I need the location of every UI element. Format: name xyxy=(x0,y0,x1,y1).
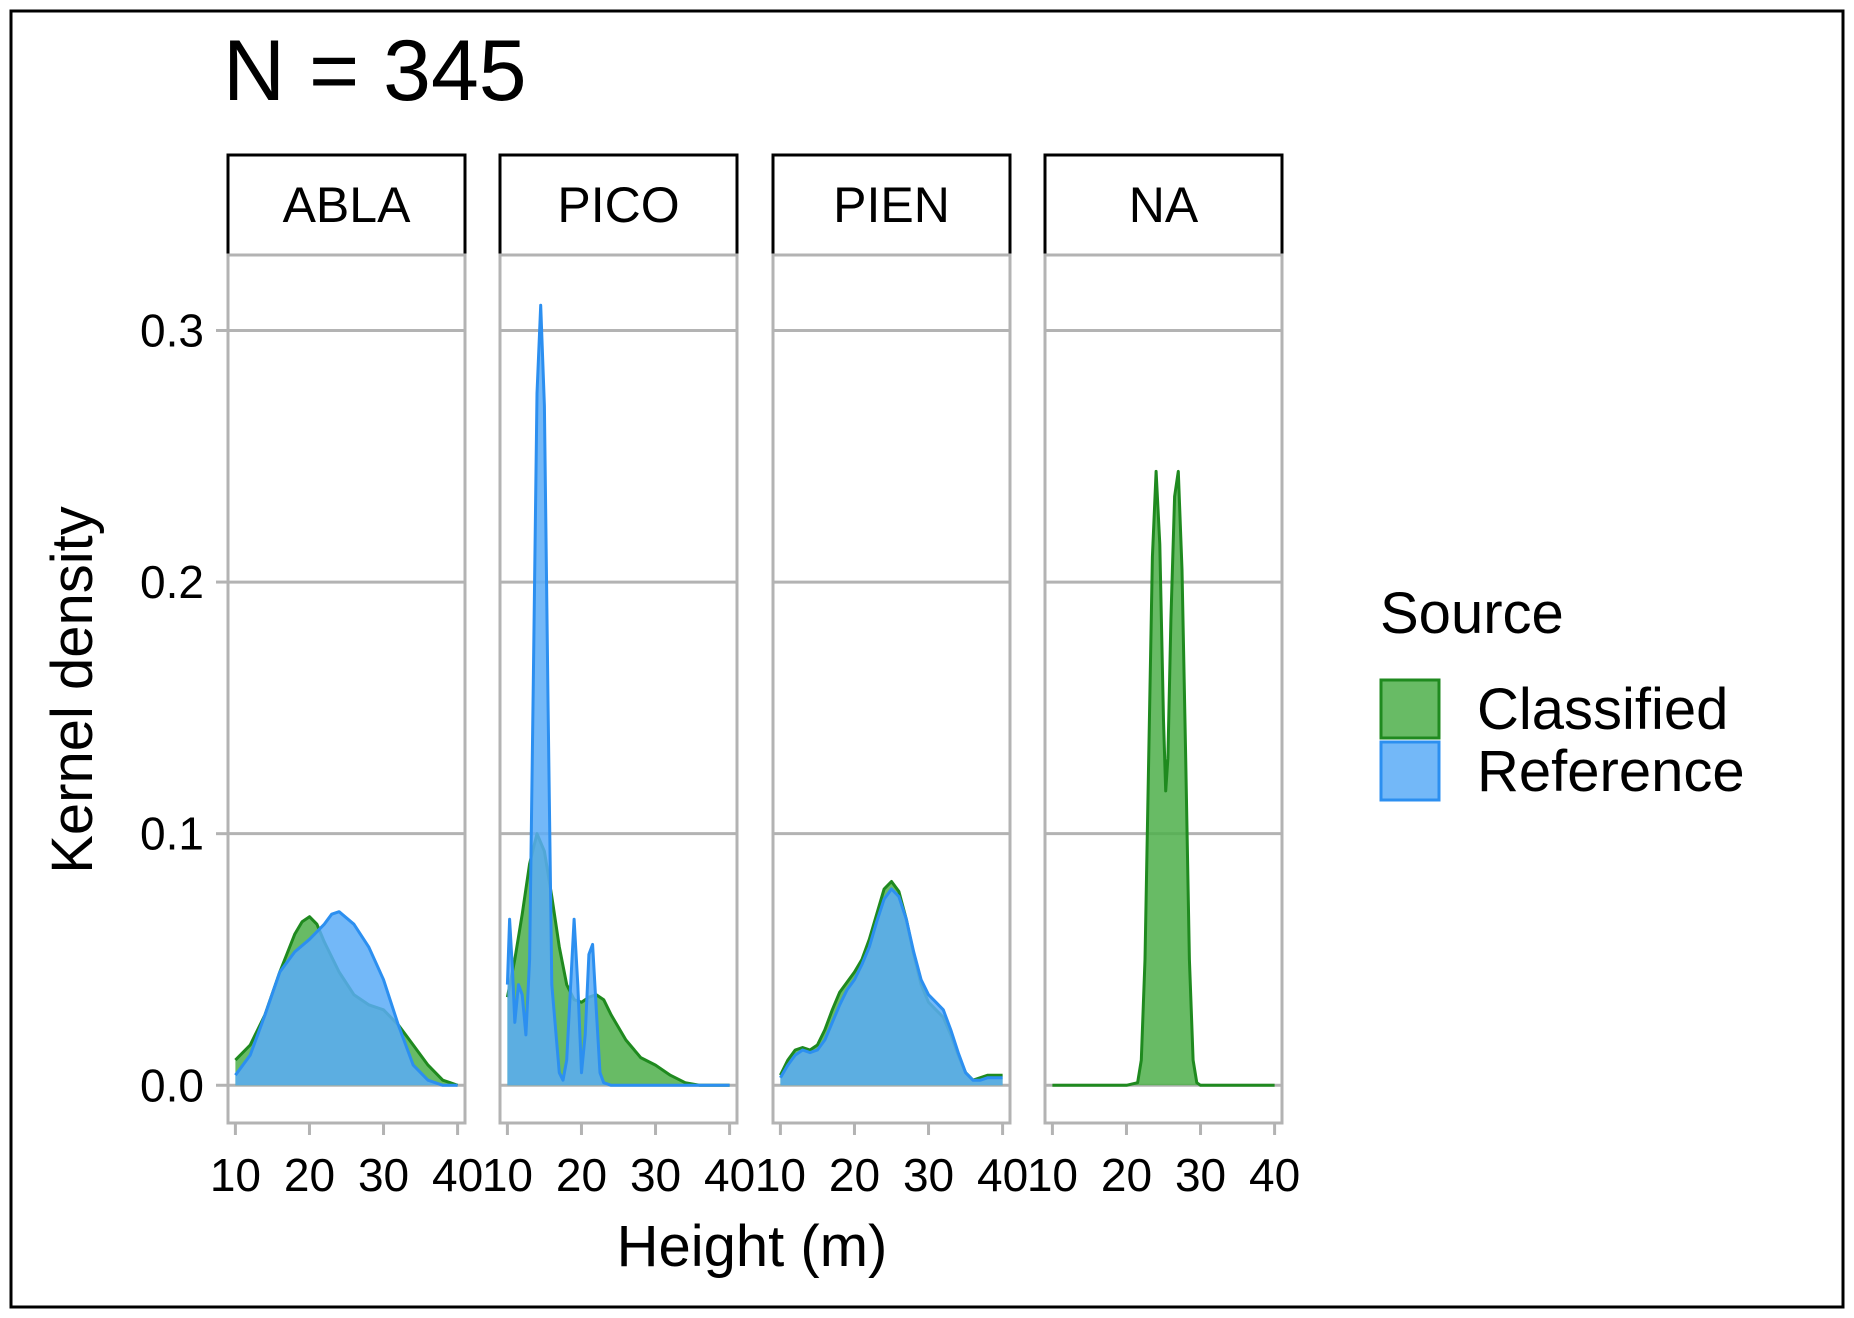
facet-strip-na xyxy=(1043,153,1284,257)
facet-pien: PIEN 10 20 30 40 xyxy=(755,153,1028,1201)
panel-border-na xyxy=(1043,253,1284,1125)
x-tick-label-abla-0: 10 xyxy=(210,1149,261,1201)
facet-strip-pien xyxy=(771,153,1012,257)
panel-border-abla xyxy=(226,253,467,1125)
legend-title: Source xyxy=(1380,581,1564,646)
x-tick-label-na-3: 40 xyxy=(1249,1149,1300,1201)
panel-border-pien xyxy=(771,253,1012,1125)
y-tick-label-2: 0.2 xyxy=(140,556,204,608)
density-area-na-classified xyxy=(1052,471,1275,1086)
facet-strip-label-pien: PIEN xyxy=(833,177,950,233)
legend-key-classified xyxy=(1379,678,1441,740)
x-tick-label-abla-1: 20 xyxy=(284,1149,335,1201)
x-tick-label-pien-2: 30 xyxy=(903,1149,954,1201)
density-line-pien-reference xyxy=(779,887,1003,1082)
density-area-abla-reference xyxy=(235,911,458,1086)
facet-pico: PICO 10 20 30 40 xyxy=(482,153,755,1201)
facet-panels: ABLA 10 20 30 40 PICO 10 20 30 40 PIEN 10 20 30 40 NA 10… xyxy=(210,153,1300,1201)
x-tick-label-na-0: 10 xyxy=(1027,1149,1078,1201)
x-tick-label-abla-2: 30 xyxy=(358,1149,409,1201)
facet-strip-abla xyxy=(226,153,467,257)
density-line-na-classified xyxy=(1052,469,1275,1087)
x-tick-label-pico-1: 20 xyxy=(556,1149,607,1201)
facet-abla: ABLA 10 20 30 40 xyxy=(210,153,483,1201)
x-tick-label-pien-3: 40 xyxy=(977,1149,1028,1201)
x-tick-label-pico-3: 40 xyxy=(704,1149,755,1201)
density-line-pico-reference xyxy=(505,303,730,1087)
x-tick-label-abla-3: 40 xyxy=(432,1149,483,1201)
x-tick-label-na-1: 20 xyxy=(1101,1149,1152,1201)
x-tick-label-pien-1: 20 xyxy=(829,1149,880,1201)
density-area-pien-reference xyxy=(780,889,1003,1086)
panel-border-pico xyxy=(498,253,739,1125)
facet-na: NA 10 20 30 40 xyxy=(1027,153,1300,1201)
x-tick-label-pico-0: 10 xyxy=(482,1149,533,1201)
y-tick-label-1: 0.1 xyxy=(140,808,204,860)
density-area-pico-classified xyxy=(507,833,730,1086)
legend-label-reference: Reference xyxy=(1477,739,1745,804)
legend-label-classified: Classified xyxy=(1477,677,1728,742)
density-area-pico-reference xyxy=(507,305,730,1086)
x-tick-label-pien-0: 10 xyxy=(755,1149,806,1201)
x-tick-label-na-2: 30 xyxy=(1175,1149,1226,1201)
y-axis: 0.0 0.1 0.2 0.3 xyxy=(140,304,228,1111)
y-axis-title: Kernel density xyxy=(40,506,105,874)
facet-strip-label-na: NA xyxy=(1129,177,1199,233)
outer-border xyxy=(9,9,1845,1309)
chart-title: N = 345 xyxy=(223,23,527,119)
density-line-abla-reference xyxy=(234,910,458,1087)
x-tick-label-pico-2: 30 xyxy=(630,1149,681,1201)
legend: Source Classified Reference xyxy=(1379,581,1745,804)
y-tick-label-0: 0.0 xyxy=(140,1059,204,1111)
y-tick-label-3: 0.3 xyxy=(140,304,204,356)
legend-key-reference xyxy=(1379,740,1441,802)
x-axis-title: Height (m) xyxy=(617,1214,888,1279)
facet-strip-label-abla: ABLA xyxy=(283,177,412,233)
facet-strip-label-pico: PICO xyxy=(557,177,679,233)
